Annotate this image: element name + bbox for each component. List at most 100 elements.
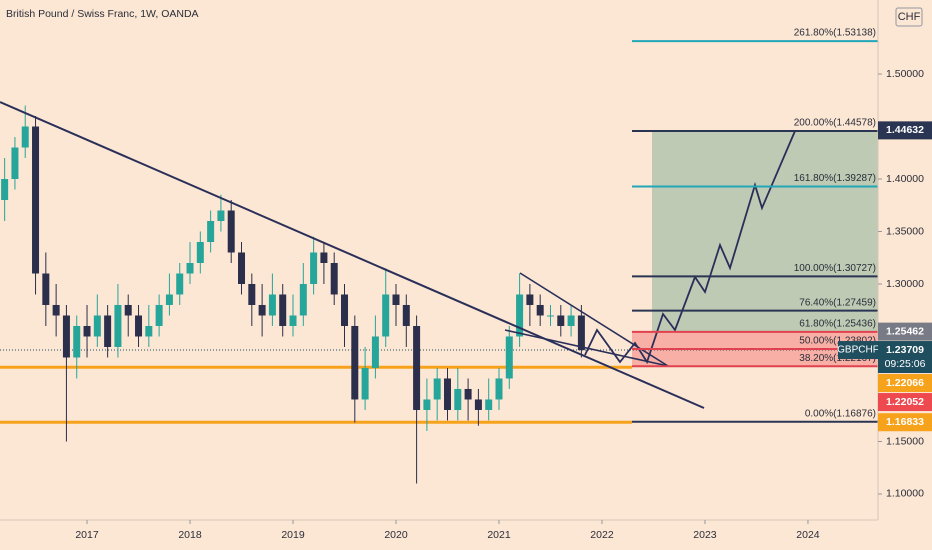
candle-body (52, 304, 60, 316)
candle-body (577, 315, 585, 351)
price-tag (878, 121, 932, 140)
wedge-upper (519, 272, 669, 367)
fib-label: 38.20%(1.22167) (799, 353, 876, 364)
candle-body (73, 325, 81, 358)
fib-label: 76.40%(1.27459) (799, 297, 876, 308)
symbol-tag (838, 341, 878, 360)
candle-body (104, 315, 112, 347)
candle-body (310, 252, 318, 284)
y-tick-label: 1.35000 (886, 225, 924, 237)
symbol-label: GBPCHF (837, 345, 879, 356)
x-tick-label: 2020 (384, 529, 408, 541)
currency[interactable]: CHF (898, 11, 921, 23)
candle-body (351, 325, 359, 400)
candle-body (320, 252, 328, 263)
price-tag-label: 1.22066 (886, 377, 924, 389)
currency-box[interactable] (895, 7, 923, 27)
price-tag-label: 1.44632 (886, 124, 924, 136)
candle-body (546, 315, 554, 317)
candle-body (21, 126, 29, 148)
candles (1, 105, 585, 484)
candle-body (32, 126, 40, 274)
countdown: 09:25:06 (885, 358, 926, 370)
x-tick-label: 2024 (796, 529, 820, 541)
candle-body (83, 325, 91, 337)
candle-body (505, 336, 513, 379)
fib-label: 0.00%(1.16876) (805, 408, 876, 419)
candle-body (93, 315, 101, 337)
candle-body (361, 367, 369, 400)
candle-body (289, 315, 297, 326)
candle-body (557, 315, 565, 326)
candle-body (299, 283, 307, 316)
candle-body (196, 241, 204, 263)
chart-title: British Pound / Swiss Franc, 1W, OANDA (6, 8, 199, 20)
fib-label: 261.80%(1.53138) (794, 28, 876, 39)
candle-body (248, 283, 256, 305)
candle-body (176, 273, 184, 295)
y-tick-label: 1.15000 (886, 435, 924, 447)
candle-body (516, 294, 524, 337)
candle-body (413, 325, 421, 410)
x-tick-label: 2021 (487, 529, 511, 541)
candle-body (423, 399, 431, 410)
x-tick-label: 2018 (178, 529, 202, 541)
candle-body (392, 294, 400, 305)
y-tick-label: 1.30000 (886, 278, 924, 290)
candle-body (279, 294, 287, 326)
candle-body (114, 304, 122, 347)
projection-path (584, 130, 796, 365)
price-tag (878, 341, 932, 374)
x-tick-label: 2019 (281, 529, 305, 541)
candle-body (330, 262, 338, 295)
candle-body (371, 336, 379, 368)
y-tick-label: 1.10000 (886, 488, 924, 500)
candle-body (443, 378, 451, 410)
candle-body (402, 304, 410, 326)
wedge-lower (504, 329, 669, 367)
price-tag-label: 1.16833 (886, 416, 924, 428)
candle-body (567, 315, 575, 326)
candle-body (495, 378, 503, 400)
candle-body (62, 315, 70, 358)
candle-body (207, 220, 215, 242)
fib-label: 61.80%(1.25436) (799, 319, 876, 330)
price-tag-label: 1.25462 (886, 325, 924, 337)
fib-label: 161.80%(1.39287) (794, 173, 876, 184)
candle-body (217, 210, 225, 221)
candle-body (258, 304, 266, 316)
candle-body (433, 378, 441, 400)
candle-body (526, 294, 534, 305)
candle-body (124, 304, 132, 316)
candle-body (268, 294, 276, 316)
candle-body (186, 262, 194, 274)
candle-body (227, 210, 235, 253)
price-tag-label: 1.23709 (886, 344, 924, 356)
candle-body (454, 388, 462, 410)
x-tick-label: 2017 (75, 529, 99, 541)
candle-body (135, 315, 143, 337)
price-tag-label: 1.22052 (886, 396, 924, 408)
fib-label: 200.00%(1.44578) (794, 118, 876, 129)
price-tag (878, 413, 932, 432)
price-tag (878, 393, 932, 412)
trendline (0, 101, 705, 409)
back-layer (0, 130, 878, 424)
candle-body (382, 294, 390, 337)
target-zone (652, 130, 878, 332)
x-tick-label: 2023 (693, 529, 717, 541)
candle-body (341, 294, 349, 326)
candle-body (1, 179, 9, 200)
y-tick-label: 1.40000 (886, 173, 924, 185)
candle-body (474, 399, 482, 410)
x-tick-label: 2022 (590, 529, 614, 541)
y-tick-label: 1.50000 (886, 68, 924, 80)
candle-body (11, 147, 19, 180)
price-tag (878, 374, 932, 393)
candle-body (165, 294, 173, 305)
fib-label: 50.00%(1.23802) (799, 336, 876, 347)
